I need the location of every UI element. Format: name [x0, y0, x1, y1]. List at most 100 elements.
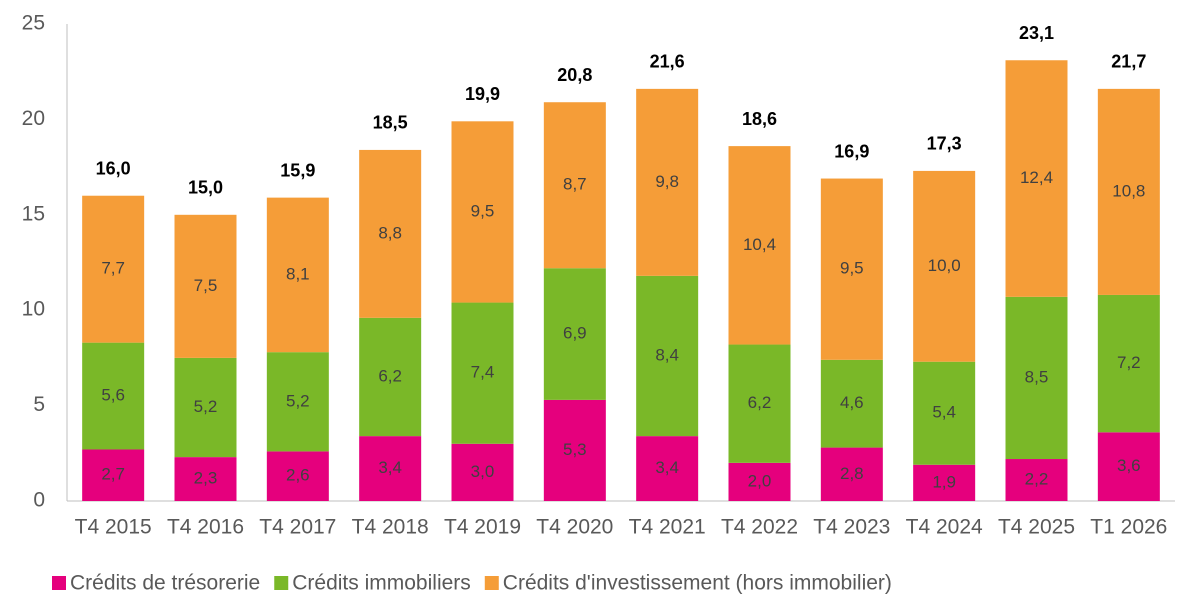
- segment-label: 7,5: [194, 276, 218, 295]
- bar-segment: [728, 344, 791, 463]
- bar-segment: [1097, 294, 1160, 433]
- y-tick-label: 10: [22, 298, 45, 321]
- segment-label: 10,0: [928, 256, 961, 275]
- bar-segment: [359, 436, 422, 501]
- bar-segment: [820, 447, 883, 501]
- total-label: 19,9: [465, 84, 500, 104]
- bar-segment: [543, 102, 606, 269]
- y-tick-label: 25: [22, 12, 45, 35]
- bar-segment: [174, 357, 237, 458]
- bar-segment: [82, 342, 145, 450]
- segment-label: 2,8: [840, 464, 864, 483]
- x-tick-label: T4 2024: [906, 516, 983, 539]
- y-tick-label: 20: [22, 107, 45, 130]
- x-tick-label: T4 2019: [444, 516, 521, 539]
- segment-label: 2,6: [286, 466, 310, 485]
- segment-label: 8,5: [1025, 367, 1049, 386]
- segment-label: 8,7: [563, 175, 587, 194]
- segment-label: 3,4: [378, 458, 402, 477]
- total-label: 21,7: [1111, 52, 1146, 72]
- legend-swatch: [52, 576, 66, 590]
- total-label: 20,8: [557, 65, 592, 85]
- segment-label: 9,5: [471, 201, 495, 220]
- x-tick-label: T4 2015: [75, 516, 152, 539]
- segment-label: 3,0: [471, 462, 495, 481]
- segment-label: 2,3: [194, 469, 218, 488]
- segment-label: 4,6: [840, 393, 864, 412]
- bar-segment: [1005, 459, 1068, 501]
- bar-segment: [359, 317, 422, 437]
- y-tick-label: 0: [33, 489, 45, 512]
- segment-label: 3,6: [1117, 456, 1141, 475]
- segment-label: 10,4: [743, 235, 776, 254]
- total-label: 21,6: [650, 52, 685, 72]
- segment-label: 7,4: [471, 363, 495, 382]
- bar-segment: [636, 275, 699, 437]
- x-tick-label: T4 2016: [167, 516, 244, 539]
- total-label: 23,1: [1019, 23, 1054, 43]
- legend-label: Crédits de trésorerie: [70, 572, 260, 595]
- bar-segment: [728, 146, 791, 345]
- bar-segment: [543, 399, 606, 501]
- total-label: 18,6: [742, 109, 777, 129]
- bar-segment: [913, 170, 976, 362]
- x-tick-label: T1 2026: [1090, 516, 1167, 539]
- total-label: 17,3: [927, 134, 962, 154]
- total-label: 18,5: [373, 113, 408, 133]
- bar-segment: [82, 449, 145, 501]
- segment-label: 5,6: [101, 386, 125, 405]
- legend-label: Crédits immobiliers: [292, 572, 471, 595]
- legend-label: Crédits d'investissement (hors immobilie…: [503, 572, 892, 595]
- bar-segment: [1005, 60, 1068, 297]
- bar-segment: [543, 268, 606, 400]
- segment-label: 8,8: [378, 223, 402, 242]
- segment-label: 2,0: [748, 471, 772, 490]
- total-label: 16,0: [96, 158, 131, 178]
- segment-label: 6,2: [748, 393, 772, 412]
- bar-segment: [820, 178, 883, 360]
- bar-segment: [174, 214, 237, 358]
- segment-label: 1,9: [932, 472, 956, 491]
- total-label: 16,9: [834, 141, 869, 161]
- legend-swatch: [484, 576, 499, 590]
- segment-label: 2,2: [1025, 469, 1049, 488]
- bar-segment: [359, 149, 422, 318]
- segment-label: 3,4: [655, 458, 679, 477]
- bar-segment: [451, 302, 514, 444]
- bar-segment: [728, 462, 791, 501]
- segment-label: 2,7: [101, 465, 125, 484]
- bar-segment: [266, 197, 329, 353]
- bar-segment: [913, 361, 976, 465]
- total-label: 15,0: [188, 178, 223, 198]
- segment-label: 9,8: [655, 172, 679, 191]
- y-tick-label: 15: [22, 202, 45, 225]
- segment-label: 8,4: [655, 345, 679, 364]
- bar-segment: [1097, 432, 1160, 501]
- bar-segment: [913, 464, 976, 501]
- segment-label: 5,3: [563, 440, 587, 459]
- x-tick-label: T4 2020: [536, 516, 613, 539]
- segment-label: 12,4: [1020, 168, 1053, 187]
- bar-segment: [266, 352, 329, 452]
- x-tick-label: T4 2021: [629, 516, 706, 539]
- bar-segment: [636, 436, 699, 501]
- segment-label: 7,7: [101, 259, 125, 278]
- x-tick-label: T4 2018: [352, 516, 429, 539]
- bar-segment: [451, 121, 514, 303]
- legend-swatch: [274, 576, 289, 590]
- segment-label: 5,2: [286, 391, 310, 410]
- segment-label: 6,2: [378, 366, 402, 385]
- segment-label: 8,1: [286, 264, 310, 283]
- segment-label: 5,4: [932, 403, 956, 422]
- bar-segment: [1005, 296, 1068, 460]
- segment-label: 6,9: [563, 324, 587, 343]
- y-tick-label: 5: [33, 393, 45, 416]
- bar-segment: [174, 457, 237, 501]
- x-tick-label: T4 2025: [998, 516, 1075, 539]
- bar-segment: [266, 451, 329, 501]
- bar-segment: [82, 195, 145, 343]
- bar-segment: [636, 88, 699, 276]
- bar-segment: [1097, 88, 1160, 295]
- bar-segment: [820, 359, 883, 448]
